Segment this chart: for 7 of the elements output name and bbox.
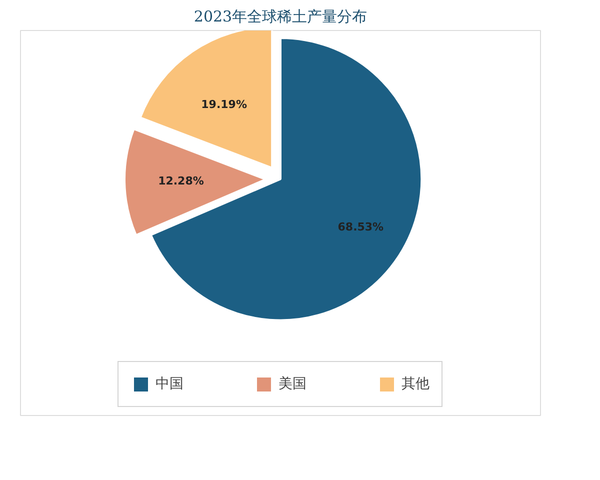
data-label: 68.53% xyxy=(338,220,384,234)
legend-label: 中国 xyxy=(156,375,184,393)
chart-title: 2023年全球稀土产量分布 xyxy=(194,8,368,26)
data-label: 12.28% xyxy=(158,174,204,188)
data-label: 19.19% xyxy=(201,98,247,112)
legend-label: 其他 xyxy=(402,375,430,393)
legend-label: 美国 xyxy=(278,375,306,393)
